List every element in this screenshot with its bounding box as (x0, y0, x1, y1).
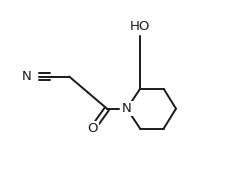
Text: N: N (22, 70, 31, 83)
Text: N: N (122, 102, 132, 115)
Text: HO: HO (130, 20, 150, 33)
Text: O: O (88, 122, 98, 135)
